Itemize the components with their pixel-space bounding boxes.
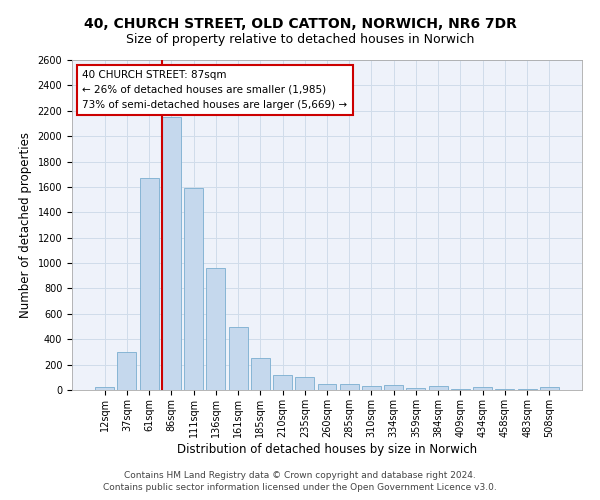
Text: 40, CHURCH STREET, OLD CATTON, NORWICH, NR6 7DR: 40, CHURCH STREET, OLD CATTON, NORWICH, … — [83, 18, 517, 32]
Bar — [118, 352, 136, 390]
Text: Contains HM Land Registry data © Crown copyright and database right 2024.
Contai: Contains HM Land Registry data © Crown c… — [103, 471, 497, 492]
Bar — [540, 387, 559, 390]
Bar — [406, 388, 425, 390]
Bar — [229, 326, 248, 390]
Bar — [429, 386, 448, 390]
Bar — [162, 117, 181, 390]
Bar — [206, 268, 225, 390]
Bar — [251, 358, 270, 390]
Bar — [295, 378, 314, 390]
Bar — [273, 375, 292, 390]
Bar — [184, 188, 203, 390]
X-axis label: Distribution of detached houses by size in Norwich: Distribution of detached houses by size … — [177, 442, 477, 456]
Bar — [317, 384, 337, 390]
Bar — [384, 385, 403, 390]
Bar — [362, 386, 381, 390]
Bar — [518, 388, 536, 390]
Y-axis label: Number of detached properties: Number of detached properties — [19, 132, 32, 318]
Bar — [95, 387, 114, 390]
Bar — [140, 178, 158, 390]
Bar — [451, 388, 470, 390]
Text: 40 CHURCH STREET: 87sqm
← 26% of detached houses are smaller (1,985)
73% of semi: 40 CHURCH STREET: 87sqm ← 26% of detache… — [82, 70, 347, 110]
Bar — [340, 384, 359, 390]
Text: Size of property relative to detached houses in Norwich: Size of property relative to detached ho… — [126, 32, 474, 46]
Bar — [473, 388, 492, 390]
